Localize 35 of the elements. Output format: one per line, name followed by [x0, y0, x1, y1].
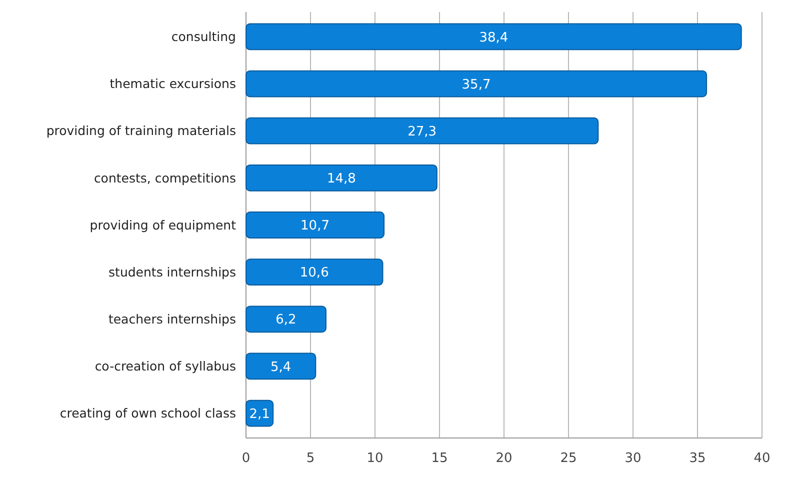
x-tick-label: 35	[689, 451, 706, 466]
bar	[246, 306, 326, 333]
data-label: 6,2	[276, 312, 296, 328]
bar	[246, 117, 599, 144]
y-tick-label: thematic excursions	[110, 76, 236, 92]
y-tick-label: co-creation of syllabus	[94, 358, 236, 374]
data-label: 14,8	[326, 171, 356, 186]
data-label: 35,7	[462, 77, 491, 92]
y-tick-label: providing of training materials	[46, 123, 236, 138]
y-tick-label: providing of equipment	[90, 217, 236, 232]
data-label: 5,4	[270, 360, 292, 375]
x-tick-label: 5	[306, 451, 315, 466]
y-tick-label: creating of own school class	[60, 406, 236, 421]
data-label: 27,3	[408, 124, 437, 140]
x-tick-label: 40	[754, 451, 770, 466]
x-tick-label: 20	[496, 451, 512, 466]
y-tick-label: contests, competitions	[94, 170, 236, 186]
x-tick-label: 0	[242, 451, 250, 466]
y-tick-label: students internships	[108, 264, 236, 280]
bar	[246, 352, 316, 380]
bar	[246, 164, 438, 192]
x-tick-label: 30	[624, 451, 642, 466]
y-tick-label: consulting	[171, 29, 236, 44]
bar	[246, 212, 385, 238]
x-tick-label: 15	[431, 451, 448, 466]
bar	[246, 258, 384, 286]
y-tick-label: teachers internships	[108, 312, 236, 327]
bar	[246, 70, 708, 98]
data-label: 38,4	[479, 30, 508, 46]
data-label: 10,7	[300, 218, 330, 234]
x-tick-label: 10	[366, 451, 384, 466]
data-label: 2,1	[249, 406, 270, 422]
data-label: 10,6	[300, 266, 329, 281]
bar	[246, 23, 742, 50]
x-tick-label: 25	[560, 451, 577, 466]
